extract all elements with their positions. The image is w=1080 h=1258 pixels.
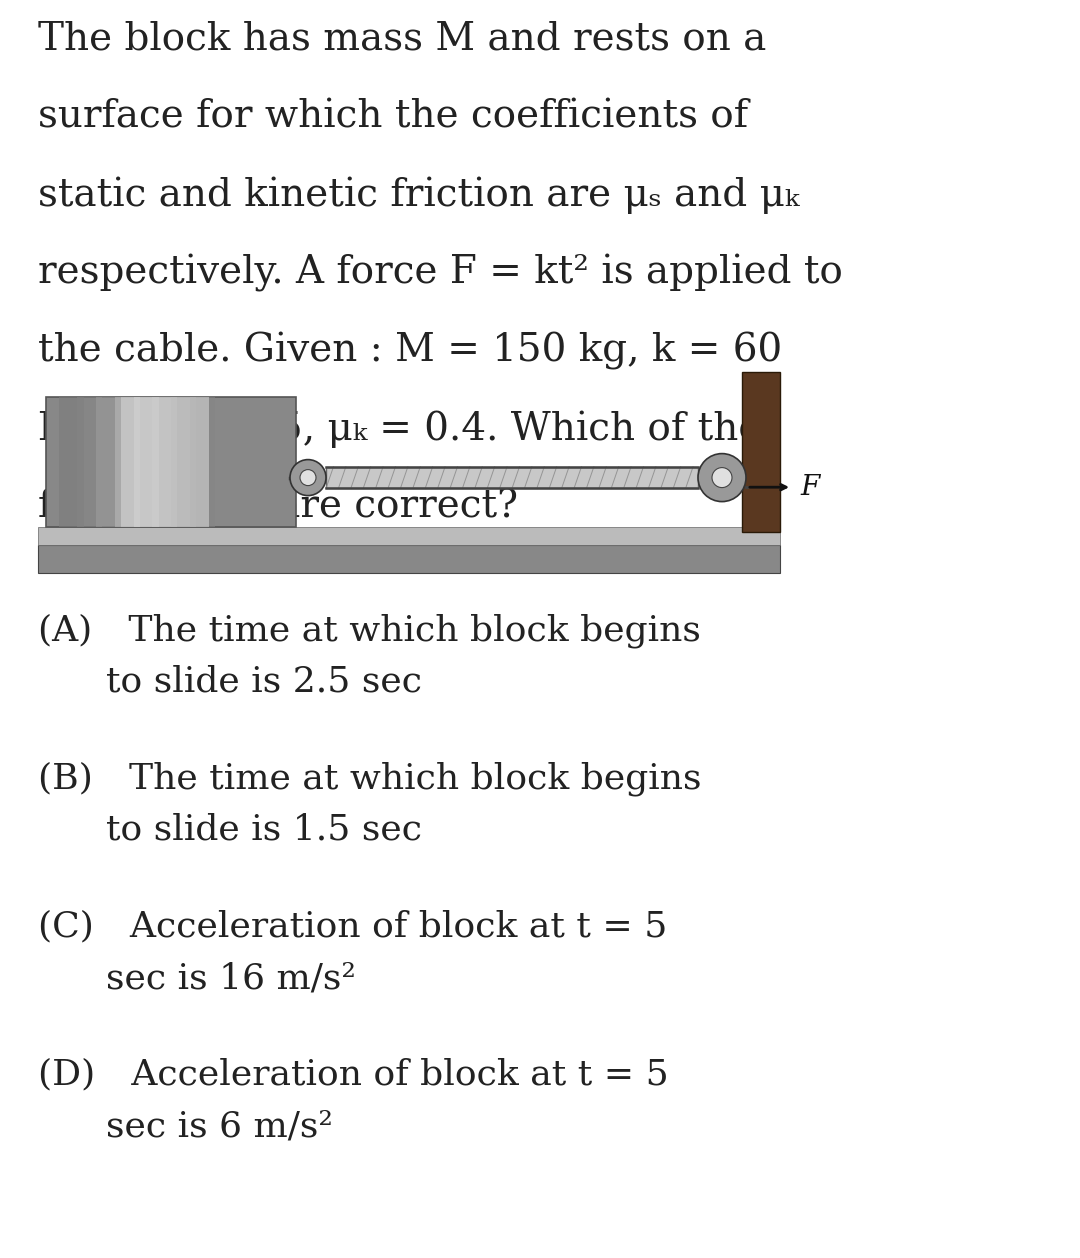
Circle shape	[300, 469, 316, 486]
Text: static and kinetic friction are μₛ and μₖ: static and kinetic friction are μₛ and μ…	[38, 176, 799, 214]
Bar	[38, 527, 780, 545]
Text: sec is 16 m/s²: sec is 16 m/s²	[106, 961, 356, 995]
Text: to slide is 1.5 sec: to slide is 1.5 sec	[106, 813, 422, 847]
Bar	[78, 398, 103, 527]
Text: following is/are correct?: following is/are correct?	[38, 488, 518, 526]
Bar	[152, 398, 177, 527]
Text: respectively. A force F = kt² is applied to: respectively. A force F = kt² is applied…	[38, 254, 842, 292]
Bar	[96, 398, 121, 527]
Bar	[171, 398, 195, 527]
Text: F: F	[800, 474, 820, 501]
Bar	[46, 398, 296, 527]
Text: (D) Acceleration of block at t = 5: (D) Acceleration of block at t = 5	[38, 1057, 669, 1091]
Bar	[134, 398, 159, 527]
Text: sec is 6 m/s²: sec is 6 m/s²	[106, 1110, 333, 1144]
Bar	[326, 467, 698, 488]
Text: surface for which the coefficients of: surface for which the coefficients of	[38, 98, 748, 135]
Text: to slide is 2.5 sec: to slide is 2.5 sec	[106, 665, 422, 699]
Text: (C) Acceleration of block at t = 5: (C) Acceleration of block at t = 5	[38, 910, 667, 944]
Bar	[38, 545, 780, 572]
Text: The block has mass M and rests on a: The block has mass M and rests on a	[38, 20, 767, 57]
Text: (B) The time at which block begins: (B) The time at which block begins	[38, 761, 702, 795]
Circle shape	[698, 454, 746, 502]
Text: N/s², μₛ = 0.5, μₖ = 0.4. Which of the: N/s², μₛ = 0.5, μₖ = 0.4. Which of the	[38, 410, 761, 448]
Bar	[114, 398, 139, 527]
Text: (A) The time at which block begins: (A) The time at which block begins	[38, 613, 701, 648]
Bar	[190, 398, 215, 527]
Bar	[742, 372, 780, 532]
Bar	[58, 398, 83, 527]
Bar	[121, 398, 208, 527]
Circle shape	[712, 468, 732, 488]
Circle shape	[291, 459, 326, 496]
Text: the cable. Given : M = 150 kg, k = 60: the cable. Given : M = 150 kg, k = 60	[38, 332, 782, 370]
